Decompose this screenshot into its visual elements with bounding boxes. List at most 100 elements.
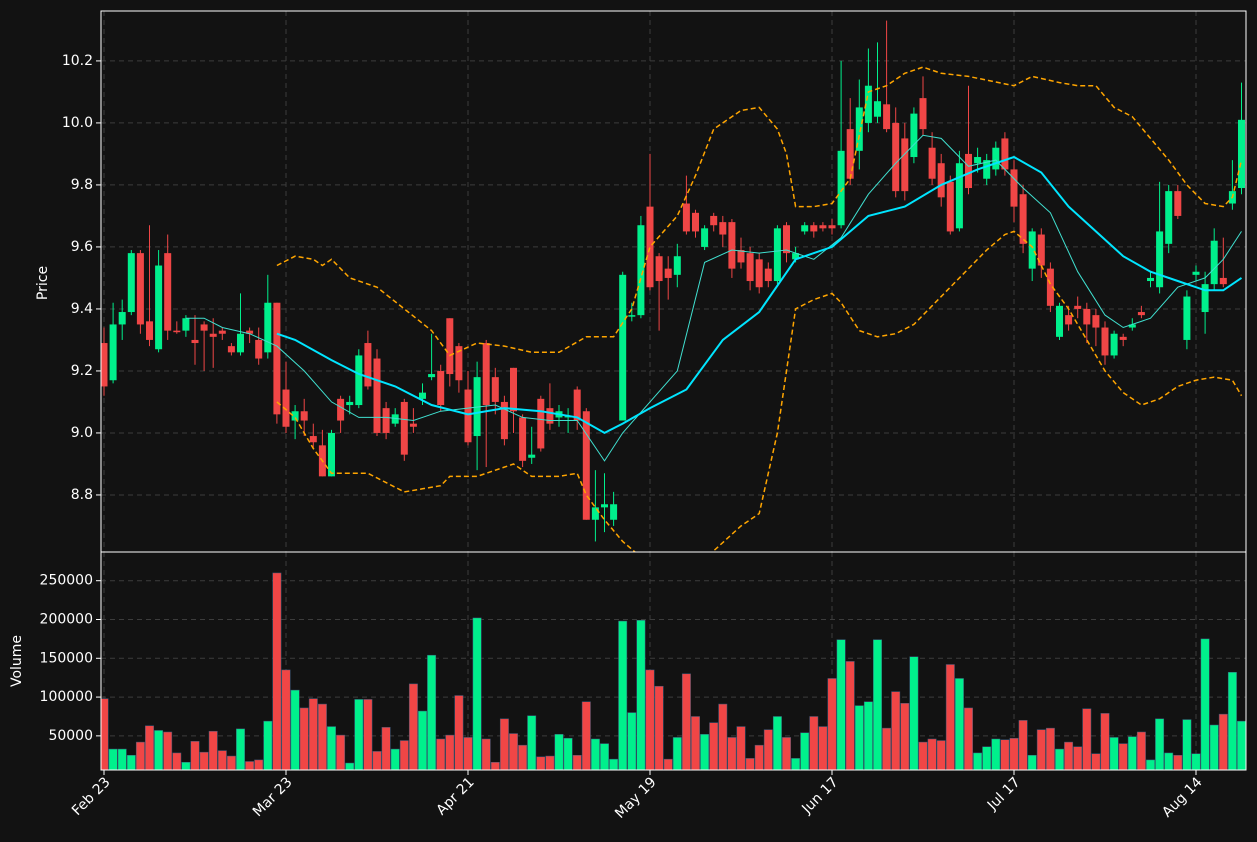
volume-bar — [1118, 743, 1128, 770]
candle-body — [664, 268, 672, 278]
candle-body — [419, 392, 426, 399]
volume-bar — [736, 726, 746, 770]
volume-bar — [527, 715, 537, 770]
candle-body — [937, 163, 945, 198]
candle-body — [1083, 308, 1091, 325]
candle-body — [619, 274, 627, 421]
volume-bar — [108, 748, 118, 770]
candle-body — [500, 401, 508, 440]
volume-bar — [600, 743, 609, 770]
volume-bar — [1055, 748, 1064, 770]
candle-body — [737, 250, 745, 263]
candle-body — [409, 423, 417, 427]
candle-body — [373, 358, 381, 433]
volume-bar — [1000, 739, 1010, 770]
candle-body — [382, 408, 390, 433]
candle-body — [1101, 327, 1109, 356]
volume-bar — [727, 737, 737, 770]
volume-bar — [681, 673, 691, 770]
candle-body — [528, 454, 536, 458]
volume-bar — [973, 752, 983, 770]
candle-body — [1219, 277, 1227, 285]
candle-body — [337, 398, 345, 421]
volume-bar — [654, 685, 664, 770]
volume-bar — [1164, 752, 1174, 770]
y-tick-label: 9.8 — [71, 177, 93, 193]
candle-body — [273, 302, 281, 415]
candle-body — [127, 253, 135, 313]
volume-bar — [945, 664, 955, 770]
volume-bar — [581, 701, 591, 770]
candle-body — [692, 212, 699, 232]
volume-bar — [609, 758, 619, 770]
candle-body — [1174, 191, 1182, 216]
volume-bar — [763, 729, 773, 770]
volume-bar — [627, 712, 637, 770]
candle-body — [1119, 336, 1127, 340]
volume-bar — [1146, 759, 1155, 770]
candle-body — [646, 206, 654, 288]
candle-body — [482, 343, 490, 406]
moving-average — [185, 134, 1242, 462]
candle-body — [773, 228, 781, 282]
candle-body — [974, 157, 982, 164]
volume-bar — [463, 737, 473, 770]
candle-body — [801, 225, 809, 232]
volume-bar — [927, 738, 937, 770]
candle-body — [246, 330, 254, 334]
volume-bar — [900, 703, 910, 770]
volume-bar — [345, 762, 355, 770]
candle-body — [1210, 240, 1218, 285]
candle-body — [819, 225, 827, 229]
volume-bar — [845, 661, 855, 770]
volume-bar — [499, 718, 509, 770]
candle-body — [582, 411, 590, 520]
candle-body — [101, 343, 108, 387]
volume-bar — [645, 669, 655, 770]
volume-bar — [281, 669, 291, 770]
volume-bar — [154, 730, 164, 770]
volume-bar — [135, 741, 145, 770]
volume-bar — [1027, 755, 1037, 770]
bollinger-band — [276, 230, 1243, 552]
candle-body — [1074, 305, 1082, 309]
candle-body — [291, 411, 299, 421]
volume-bar — [554, 734, 564, 770]
y-tick-label: 9.0 — [71, 425, 93, 441]
volume-bar — [290, 689, 300, 770]
volume-bar — [299, 707, 309, 770]
volume-bar — [308, 698, 318, 770]
candle-body — [746, 253, 754, 282]
candle-body — [828, 225, 836, 229]
candle-body — [1037, 234, 1045, 266]
volume-bar — [1182, 719, 1192, 770]
candle-body — [118, 312, 126, 325]
volume-bar — [418, 710, 427, 770]
candle-body — [764, 268, 772, 282]
candle-body — [1128, 324, 1136, 328]
volume-bar — [226, 755, 236, 770]
volume-bar — [572, 755, 582, 770]
volume-bar — [245, 761, 255, 770]
candle-body — [837, 150, 845, 226]
candle-body — [955, 163, 963, 229]
volume-bar — [1082, 708, 1092, 770]
volume-bar — [163, 731, 173, 770]
candle-body — [227, 346, 235, 353]
candle-body — [519, 417, 527, 461]
candle-body — [655, 256, 663, 282]
candle-body — [601, 504, 608, 508]
volume-bar — [982, 746, 992, 770]
volume-bar — [408, 683, 418, 770]
volume-bar — [236, 728, 245, 770]
volume-bar — [1100, 713, 1110, 770]
bollinger-band — [276, 66, 1243, 357]
volume-bar — [490, 761, 500, 770]
volume-bar — [854, 705, 864, 770]
candle-body — [1192, 271, 1200, 275]
candle-body — [164, 253, 172, 331]
candle-body — [173, 330, 181, 333]
volume-bar — [1109, 737, 1119, 770]
volume-bar — [909, 656, 919, 770]
volume-bar — [481, 738, 491, 770]
